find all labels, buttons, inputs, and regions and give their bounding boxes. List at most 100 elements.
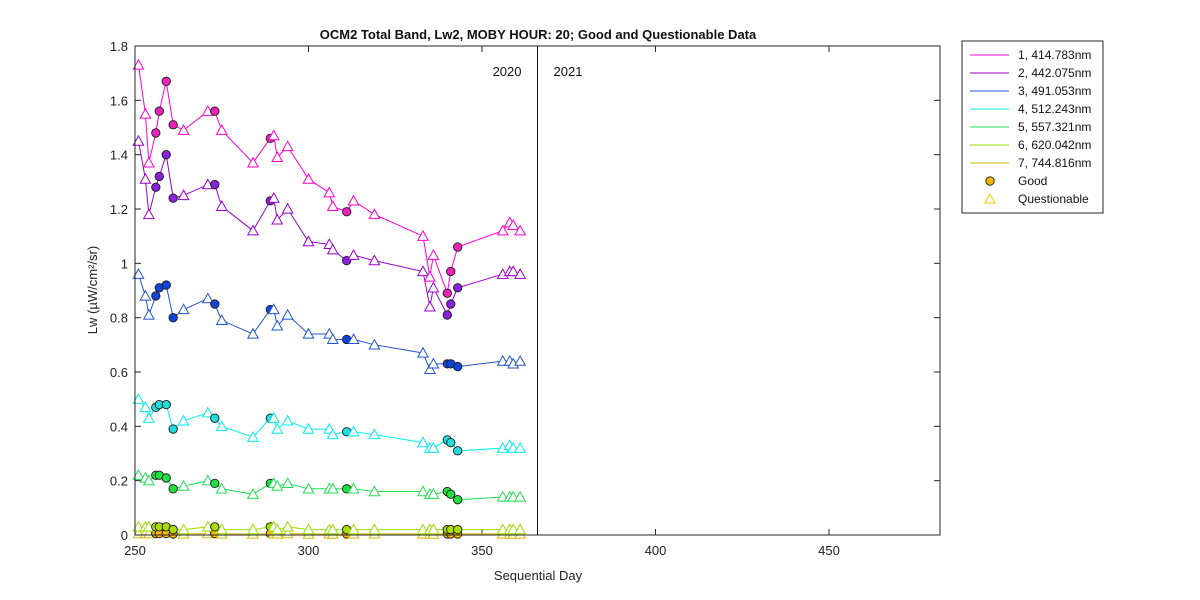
questionable-point xyxy=(201,406,214,418)
legend-entry: 5, 557.321nm xyxy=(1018,120,1091,134)
questionable-point xyxy=(347,425,360,437)
good-point xyxy=(453,283,463,293)
year-label-2020: 2020 xyxy=(493,64,522,79)
good-point xyxy=(442,310,452,320)
good-point xyxy=(210,106,220,116)
questionable-point xyxy=(142,208,155,220)
series-group xyxy=(132,134,527,320)
y-tick-label: 1 xyxy=(121,256,128,271)
questionable-point xyxy=(281,520,294,532)
questionable-point xyxy=(347,194,360,206)
questionable-point xyxy=(427,357,440,369)
legend-entry: 3, 491.053nm xyxy=(1018,84,1091,98)
plot-frame xyxy=(134,45,941,536)
questionable-point xyxy=(423,363,436,374)
questionable-point xyxy=(302,327,315,339)
y-tick-label: 0.2 xyxy=(110,474,128,489)
questionable-point xyxy=(139,289,152,301)
questionable-point xyxy=(326,243,339,255)
year-label-2021: 2021 xyxy=(554,64,583,79)
y-tick-label: 1.6 xyxy=(110,93,128,108)
good-point xyxy=(453,446,463,456)
good-point xyxy=(210,522,220,532)
y-tick-label: 1.4 xyxy=(110,148,128,163)
questionable-point xyxy=(177,479,190,491)
questionable-point xyxy=(281,202,294,214)
y-axis-label: Lw (µW/cm²/sr) xyxy=(85,246,100,334)
questionable-point xyxy=(139,172,152,184)
questionable-point xyxy=(326,523,339,535)
questionable-point xyxy=(347,248,360,260)
good-point xyxy=(446,266,456,277)
good-point xyxy=(168,120,178,130)
questionable-point xyxy=(215,523,228,535)
questionable-point xyxy=(326,428,339,440)
questionable-point xyxy=(267,303,280,315)
questionable-point xyxy=(246,488,260,499)
questionable-point xyxy=(416,485,430,497)
legend-good-label: Good xyxy=(1018,174,1047,188)
questionable-point xyxy=(302,422,315,434)
questionable-point xyxy=(142,474,155,486)
questionable-point xyxy=(368,338,381,350)
questionable-point xyxy=(323,186,336,198)
good-point xyxy=(168,313,178,323)
good-point xyxy=(161,76,171,86)
chart-title: OCM2 Total Band, Lw2, MOBY HOUR: 20; Goo… xyxy=(320,27,757,42)
questionable-point xyxy=(267,191,280,203)
questionable-point xyxy=(177,303,190,315)
y-tick-label: 1.8 xyxy=(110,39,128,54)
questionable-point xyxy=(142,411,155,423)
questionable-point xyxy=(416,265,430,277)
questionable-point xyxy=(139,401,152,412)
x-tick-label: 250 xyxy=(124,543,146,558)
y-tick-label: 0.4 xyxy=(110,419,128,434)
good-point xyxy=(446,437,456,448)
legend-entry: 2, 442.075nm xyxy=(1018,66,1091,80)
series-group xyxy=(132,267,527,374)
questionable-point xyxy=(215,482,228,494)
questionable-point xyxy=(281,414,294,426)
questionable-point xyxy=(302,523,315,535)
questionable-point xyxy=(271,151,284,163)
questionable-point xyxy=(496,224,509,236)
questionable-point xyxy=(302,482,315,494)
questionable-point xyxy=(427,441,440,453)
questionable-point xyxy=(267,129,280,141)
good-point xyxy=(154,171,164,182)
questionable-point xyxy=(246,156,260,168)
questionable-point xyxy=(326,482,339,494)
good-point xyxy=(151,291,161,301)
questionable-point xyxy=(347,482,360,494)
good-point xyxy=(161,150,171,160)
questionable-point xyxy=(132,392,145,404)
legend-entry: 4, 512.243nm xyxy=(1018,102,1091,116)
good-point xyxy=(453,524,463,535)
questionable-point xyxy=(271,213,284,225)
questionable-point xyxy=(271,523,284,535)
questionable-point xyxy=(514,354,527,366)
good-point xyxy=(161,399,171,410)
good-point xyxy=(210,413,220,423)
questionable-point xyxy=(139,107,152,119)
questionable-point xyxy=(423,270,436,282)
questionable-point xyxy=(246,327,260,339)
questionable-point xyxy=(215,420,228,431)
questionable-point xyxy=(326,200,339,211)
legend-entry: 1, 414.783nm xyxy=(1018,48,1091,62)
x-tick-label: 300 xyxy=(298,543,320,558)
questionable-point xyxy=(514,441,527,453)
questionable-point xyxy=(132,469,145,480)
questionable-point xyxy=(514,523,527,535)
x-tick-label: 450 xyxy=(818,543,840,558)
questionable-point xyxy=(142,308,155,320)
legend-good-marker xyxy=(985,176,995,186)
series-group xyxy=(132,520,527,535)
questionable-point xyxy=(201,292,214,304)
series-group xyxy=(132,392,527,456)
questionable-point xyxy=(271,319,284,331)
questionable-point xyxy=(215,200,228,211)
questionable-point xyxy=(132,267,145,279)
good-point xyxy=(168,524,178,535)
x-axis-label: Sequential Day xyxy=(494,568,583,583)
